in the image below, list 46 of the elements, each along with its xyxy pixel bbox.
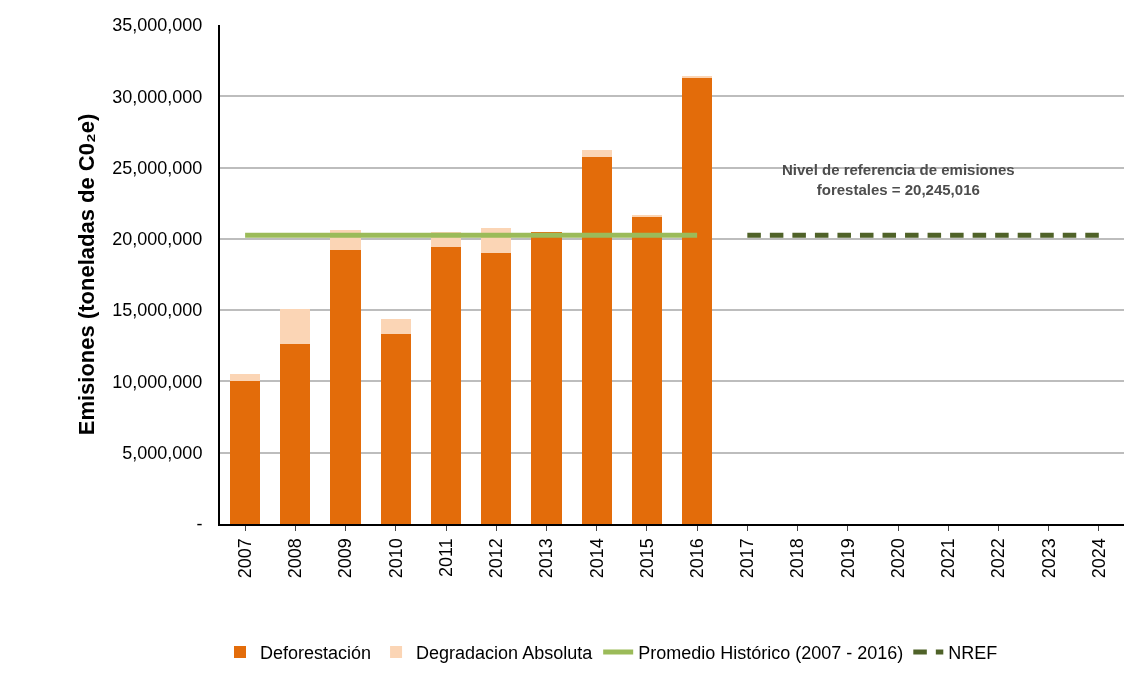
x-tick-label: 2009 bbox=[335, 538, 356, 579]
annotation: Nivel de referencia de emisiones forestales = 20,245,016 bbox=[782, 161, 1015, 198]
legend-label: Degradacion Absoluta bbox=[416, 643, 594, 663]
x-tick-label: 2013 bbox=[536, 538, 557, 579]
x-tick-label: 2021 bbox=[938, 538, 959, 579]
y-tick-label: 15,000,000 bbox=[112, 300, 203, 321]
bar bbox=[682, 78, 713, 524]
y-tick-label: 35,000,000 bbox=[112, 15, 203, 36]
x-tick-label: 2017 bbox=[737, 538, 758, 579]
x-tick-label: 2010 bbox=[385, 538, 406, 579]
x-tick-label: 2012 bbox=[486, 538, 507, 579]
x-tick-label: 2022 bbox=[988, 538, 1009, 579]
bar bbox=[430, 246, 462, 524]
x-tick-label: 2016 bbox=[686, 538, 707, 579]
x-tick-label: 2023 bbox=[1038, 538, 1059, 579]
bar bbox=[581, 149, 612, 157]
x-tick-label: 2020 bbox=[887, 538, 908, 579]
x-tick-label: 2019 bbox=[837, 538, 858, 579]
x-tick-label: 2018 bbox=[787, 538, 808, 579]
bar bbox=[230, 374, 261, 381]
legend-label: Deforestación bbox=[260, 643, 372, 663]
legend-label: NREF bbox=[948, 643, 998, 663]
y-tick-label: 10,000,000 bbox=[112, 371, 203, 392]
bar bbox=[581, 156, 612, 524]
bar bbox=[280, 343, 311, 524]
y-tick-label: 25,000,000 bbox=[112, 157, 203, 178]
x-tick-label: 2024 bbox=[1088, 538, 1109, 579]
bar bbox=[380, 333, 411, 524]
bar bbox=[280, 309, 311, 344]
x-tick-label: 2015 bbox=[636, 538, 657, 579]
x-tick-label: 2014 bbox=[586, 538, 607, 579]
bar bbox=[380, 318, 411, 334]
x-tick-label: 2011 bbox=[435, 538, 456, 577]
y-tick-label: 30,000,000 bbox=[112, 86, 203, 107]
bar bbox=[631, 216, 662, 524]
legend-label: Promedio Histórico (2007 - 2016) bbox=[638, 643, 904, 663]
y-tick-label: 5,000,000 bbox=[122, 443, 203, 464]
bar bbox=[230, 380, 261, 524]
y-tick-label: 20,000,000 bbox=[112, 229, 203, 250]
x-tick-label: 2008 bbox=[285, 538, 306, 579]
y-tick-label: - bbox=[196, 514, 203, 535]
bar bbox=[481, 253, 512, 524]
y-axis-title: Emisiones (toneladas de C0₂e) bbox=[73, 113, 99, 436]
bar bbox=[330, 249, 361, 524]
bar bbox=[531, 231, 562, 524]
x-tick-label: 2007 bbox=[234, 538, 255, 579]
